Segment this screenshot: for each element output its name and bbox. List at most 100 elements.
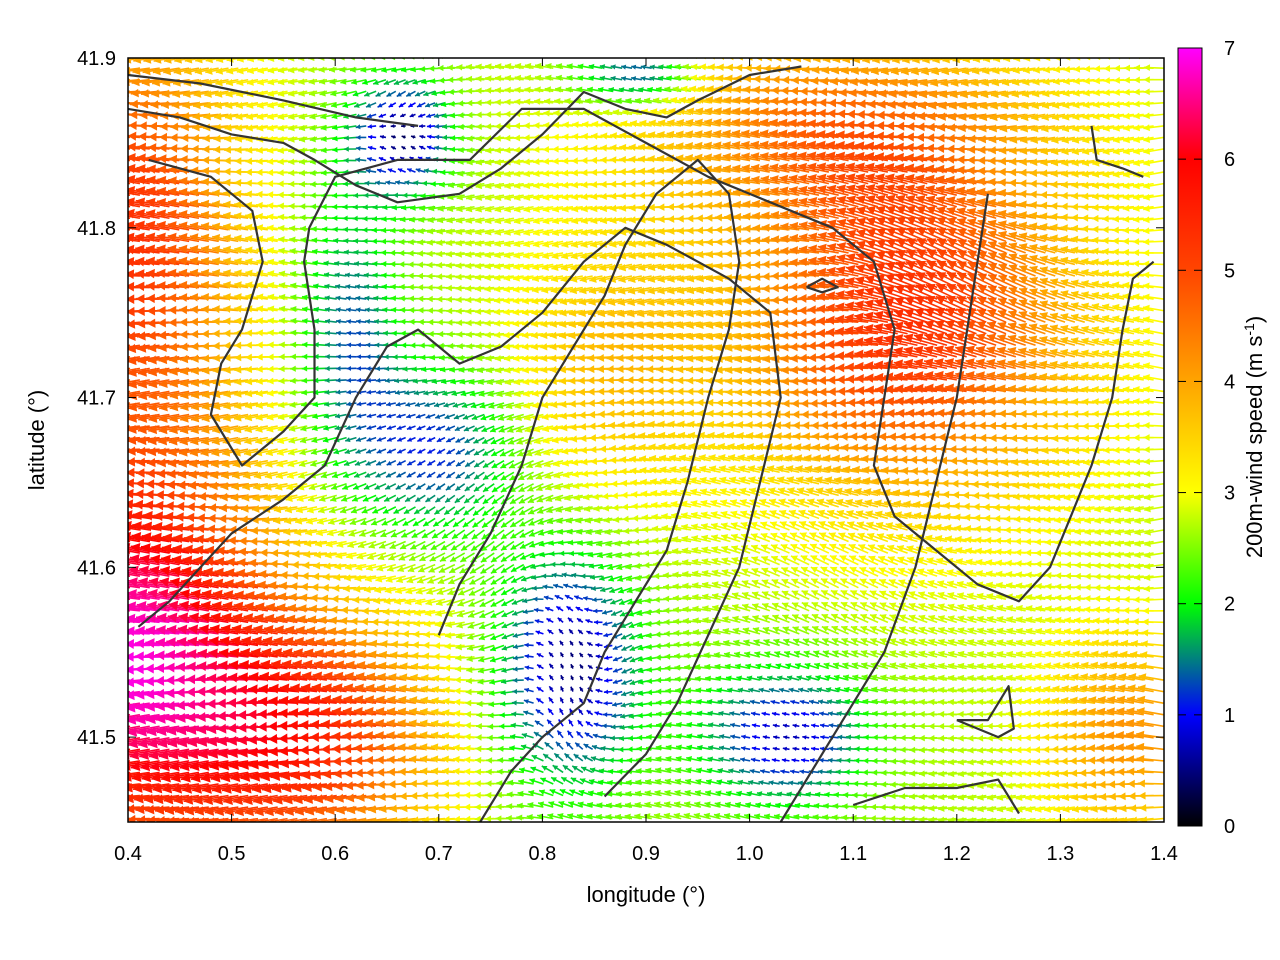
wind-vector <box>465 461 474 467</box>
wind-vector <box>783 724 790 728</box>
wind-vector <box>1144 506 1163 513</box>
wind-vector <box>536 710 544 715</box>
wind-vector <box>586 631 592 635</box>
wind-vector <box>524 631 534 636</box>
wind-vector <box>427 438 435 442</box>
wind-vector <box>585 619 592 623</box>
wind-vector <box>790 700 799 705</box>
wind-vector <box>595 643 602 647</box>
wind-vector <box>465 484 475 491</box>
wind-vector <box>446 472 454 478</box>
wind-vector <box>779 780 790 785</box>
wind-vector <box>418 449 426 453</box>
wind-vector <box>386 472 396 477</box>
wind-vector <box>356 331 366 336</box>
wind-vector <box>596 689 603 693</box>
wind-vector <box>356 437 366 442</box>
wind-vector <box>345 437 356 442</box>
wind-vector <box>96 477 130 487</box>
wind-vector <box>1143 422 1163 429</box>
wind-vector <box>773 747 780 751</box>
wind-vector <box>613 645 622 650</box>
wind-vector <box>336 390 347 395</box>
wind-vector <box>91 543 130 553</box>
wind-vector <box>558 618 563 623</box>
wind-vector <box>463 518 475 527</box>
wind-vector <box>464 507 475 515</box>
wind-vector <box>446 438 455 443</box>
wind-vector <box>751 758 760 763</box>
wind-vector <box>572 766 583 772</box>
wind-vector <box>560 697 564 703</box>
wind-vector <box>553 584 563 589</box>
wind-vector <box>548 630 554 634</box>
wind-vector <box>829 746 839 751</box>
wind-vector <box>397 425 406 429</box>
wind-vector <box>537 653 544 657</box>
wind-vector <box>427 461 435 466</box>
wind-vector <box>603 621 613 626</box>
wind-vector <box>367 402 376 407</box>
wind-vector <box>788 780 799 785</box>
wind-vector <box>602 723 612 728</box>
wind-vector <box>537 665 543 669</box>
wind-vector <box>783 735 789 739</box>
wind-vector <box>425 495 435 501</box>
wind-vector <box>347 378 357 383</box>
wind-vector <box>719 745 730 750</box>
wind-vector <box>447 449 455 454</box>
wind-vector <box>568 618 573 623</box>
wind-vector <box>602 610 612 615</box>
wind-vector <box>395 390 406 395</box>
wind-vector <box>792 758 800 762</box>
wind-vector <box>604 678 612 682</box>
wind-vector <box>87 616 130 626</box>
wind-vector <box>556 742 563 749</box>
wind-vector <box>427 449 435 453</box>
wind-vector <box>571 573 583 578</box>
wind-vector <box>98 345 130 354</box>
wind-vector <box>604 667 612 671</box>
wind-vector <box>773 735 779 739</box>
wind-vector <box>456 461 465 467</box>
wind-vector <box>729 757 740 762</box>
wind-vector <box>423 518 435 526</box>
wind-vector <box>407 449 415 453</box>
wind-vector <box>537 676 543 680</box>
wind-vector <box>570 562 583 567</box>
wind-vector <box>454 699 475 706</box>
wind-vector <box>603 712 613 717</box>
wind-vector <box>366 343 376 348</box>
wind-vector <box>580 653 584 657</box>
wind-vector <box>446 484 455 490</box>
wind-vector <box>534 608 544 613</box>
wind-vector <box>424 507 435 514</box>
wind-vector <box>433 518 445 526</box>
wind-vector <box>578 720 583 726</box>
wind-vector <box>416 484 425 490</box>
wind-vector <box>1144 470 1164 477</box>
wind-vector <box>772 758 780 762</box>
wind-vector <box>437 461 445 466</box>
wind-vector <box>95 782 130 792</box>
wind-vector <box>588 677 593 681</box>
wind-vector <box>782 712 790 716</box>
wind-vector <box>417 426 426 430</box>
wind-vector <box>741 746 750 751</box>
wind-vector <box>802 747 809 751</box>
wind-vector <box>580 676 584 680</box>
wind-vector <box>552 573 563 578</box>
wind-vector <box>577 618 583 622</box>
wind-vector <box>594 723 603 727</box>
wind-vector <box>376 472 386 477</box>
wind-vector <box>356 425 366 430</box>
wind-vector <box>1143 398 1163 405</box>
wind-vector <box>761 758 769 762</box>
wind-vector <box>456 438 465 443</box>
wind-vector <box>555 595 563 599</box>
wind-vector <box>437 438 445 442</box>
wind-vector <box>387 414 396 419</box>
wind-vector <box>367 390 377 395</box>
wind-vector <box>546 618 553 622</box>
wind-vector <box>579 709 583 715</box>
